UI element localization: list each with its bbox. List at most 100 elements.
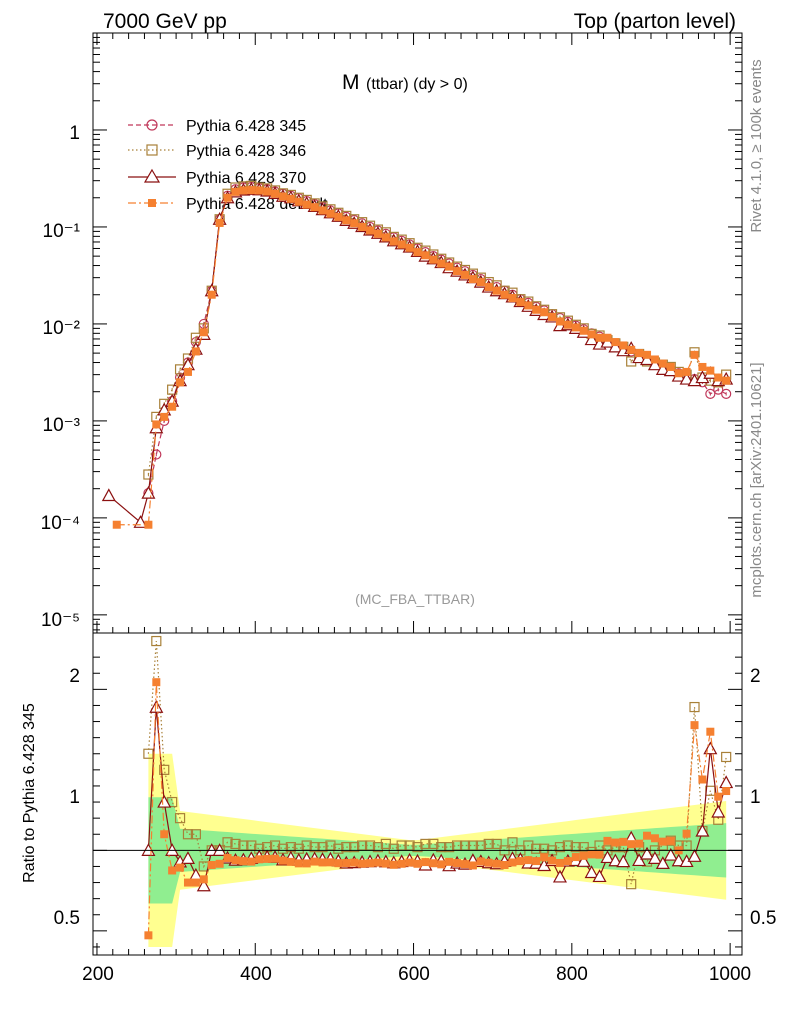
data-point-345 (721, 388, 732, 399)
ratio-point-370 (157, 794, 172, 808)
y-tick-label-1e-5: 10⁻⁵ (41, 610, 80, 631)
ratio-point-346 (554, 842, 566, 853)
data-point-default (144, 520, 153, 529)
data-point-default (540, 308, 549, 317)
data-point-default (532, 305, 541, 314)
ratio-point-370 (695, 823, 710, 837)
data-point-default (635, 349, 644, 358)
ratio-point-default (231, 856, 240, 865)
chart-marks (92, 32, 743, 956)
ratio-point-default (160, 830, 169, 839)
data-point-345 (705, 388, 716, 399)
x-tick-label-800: 800 (556, 964, 588, 985)
ratio-point-default (176, 863, 185, 872)
ratio-point-default (358, 859, 367, 868)
ratio-point-default (215, 859, 224, 868)
data-point-default (555, 317, 564, 326)
data-point-default (437, 259, 446, 268)
ratio-point-default (571, 853, 580, 862)
ratio-point-default (500, 860, 509, 869)
data-point-default (350, 219, 359, 228)
ratio-point-370 (711, 804, 726, 818)
ratio-point-default (286, 857, 295, 866)
ratio-tick-label-05-left: 0.5 (54, 908, 80, 929)
series-line-345 (147, 186, 727, 494)
data-point-default (579, 326, 588, 335)
data-point-default (706, 366, 715, 375)
ratio-point-default (516, 857, 525, 866)
data-point-default (674, 369, 683, 378)
data-point-default (587, 330, 596, 339)
data-point-default (698, 362, 707, 371)
data-point-default (484, 283, 493, 292)
ratio-point-370 (196, 878, 211, 892)
data-point-default (460, 270, 469, 279)
ratio-point-346 (317, 842, 328, 853)
ratio-point-default (223, 854, 232, 863)
ratio-point-default (619, 837, 628, 846)
data-point-345 (151, 449, 162, 460)
ratio-point-default (350, 858, 359, 867)
ratio-point-default (627, 840, 636, 849)
data-point-default (373, 229, 382, 238)
data-point-default (666, 362, 675, 371)
series-line-346 (147, 185, 727, 475)
ratio-point-346 (230, 838, 241, 850)
data-point-default (429, 255, 438, 264)
ratio-point-default (460, 860, 469, 869)
legend-marker-370 (143, 168, 161, 183)
ratio-point-346 (372, 842, 384, 853)
legend-marker-345 (146, 119, 158, 131)
data-point-default (714, 373, 723, 382)
ratio-point-370 (671, 853, 686, 867)
data-point-default (571, 323, 580, 332)
ratio-point-default (302, 859, 311, 868)
ratio-point-default (247, 857, 256, 866)
ratio-tick-label-05-right: 0.5 (750, 908, 776, 929)
ratio-point-346 (159, 764, 170, 775)
ratio-point-default (587, 850, 596, 859)
data-point-default (643, 350, 652, 359)
ratio-point-370 (608, 853, 623, 867)
ratio-line-default (147, 682, 727, 936)
data-point-default (516, 298, 525, 307)
ratio-point-default (603, 836, 612, 845)
ratio-point-default (318, 858, 327, 867)
plot-title-main: M (342, 71, 360, 94)
ratio-point-370 (149, 699, 164, 713)
ratio-tick-label-2-left: 2 (69, 666, 80, 687)
data-point-default (168, 402, 177, 411)
data-point-default (548, 312, 557, 321)
ratio-point-370 (703, 741, 718, 755)
ratio-point-default (381, 859, 390, 868)
y-tick-label-1e-1: 10⁻¹ (43, 221, 81, 242)
ratio-point-346 (143, 748, 154, 759)
ratio-point-default (555, 858, 564, 867)
data-point-default (231, 187, 240, 196)
ratio-point-default (666, 836, 675, 845)
data-point-default (468, 275, 477, 284)
data-point-default (619, 341, 628, 350)
ratio-point-default (366, 859, 375, 868)
ratio-point-default (239, 857, 248, 866)
data-point-default (650, 355, 659, 364)
legend-label-346: Pythia 6.428 346 (186, 143, 306, 160)
ratio-point-default (342, 859, 351, 868)
ratio-point-370 (584, 865, 599, 879)
data-point-default (366, 226, 375, 235)
ratio-point-default (476, 857, 485, 866)
ratio-point-default (658, 837, 667, 846)
data-point-default (152, 420, 161, 429)
ratio-point-default (682, 829, 691, 838)
x-tick-label-600: 600 (398, 964, 430, 985)
data-point-default (595, 333, 604, 342)
ratio-point-default (373, 858, 382, 867)
ratio-point-default (579, 851, 588, 860)
legend-entry-370: Pythia 6.428 370 (128, 168, 306, 187)
ratio-point-370 (592, 869, 607, 883)
legend-marker-default (148, 199, 156, 207)
data-point-default (294, 197, 303, 206)
ratio-tick-label-2-right: 2 (750, 666, 761, 687)
ratio-point-346 (721, 751, 732, 763)
y-tick-label-1e-3: 10⁻³ (43, 415, 81, 436)
